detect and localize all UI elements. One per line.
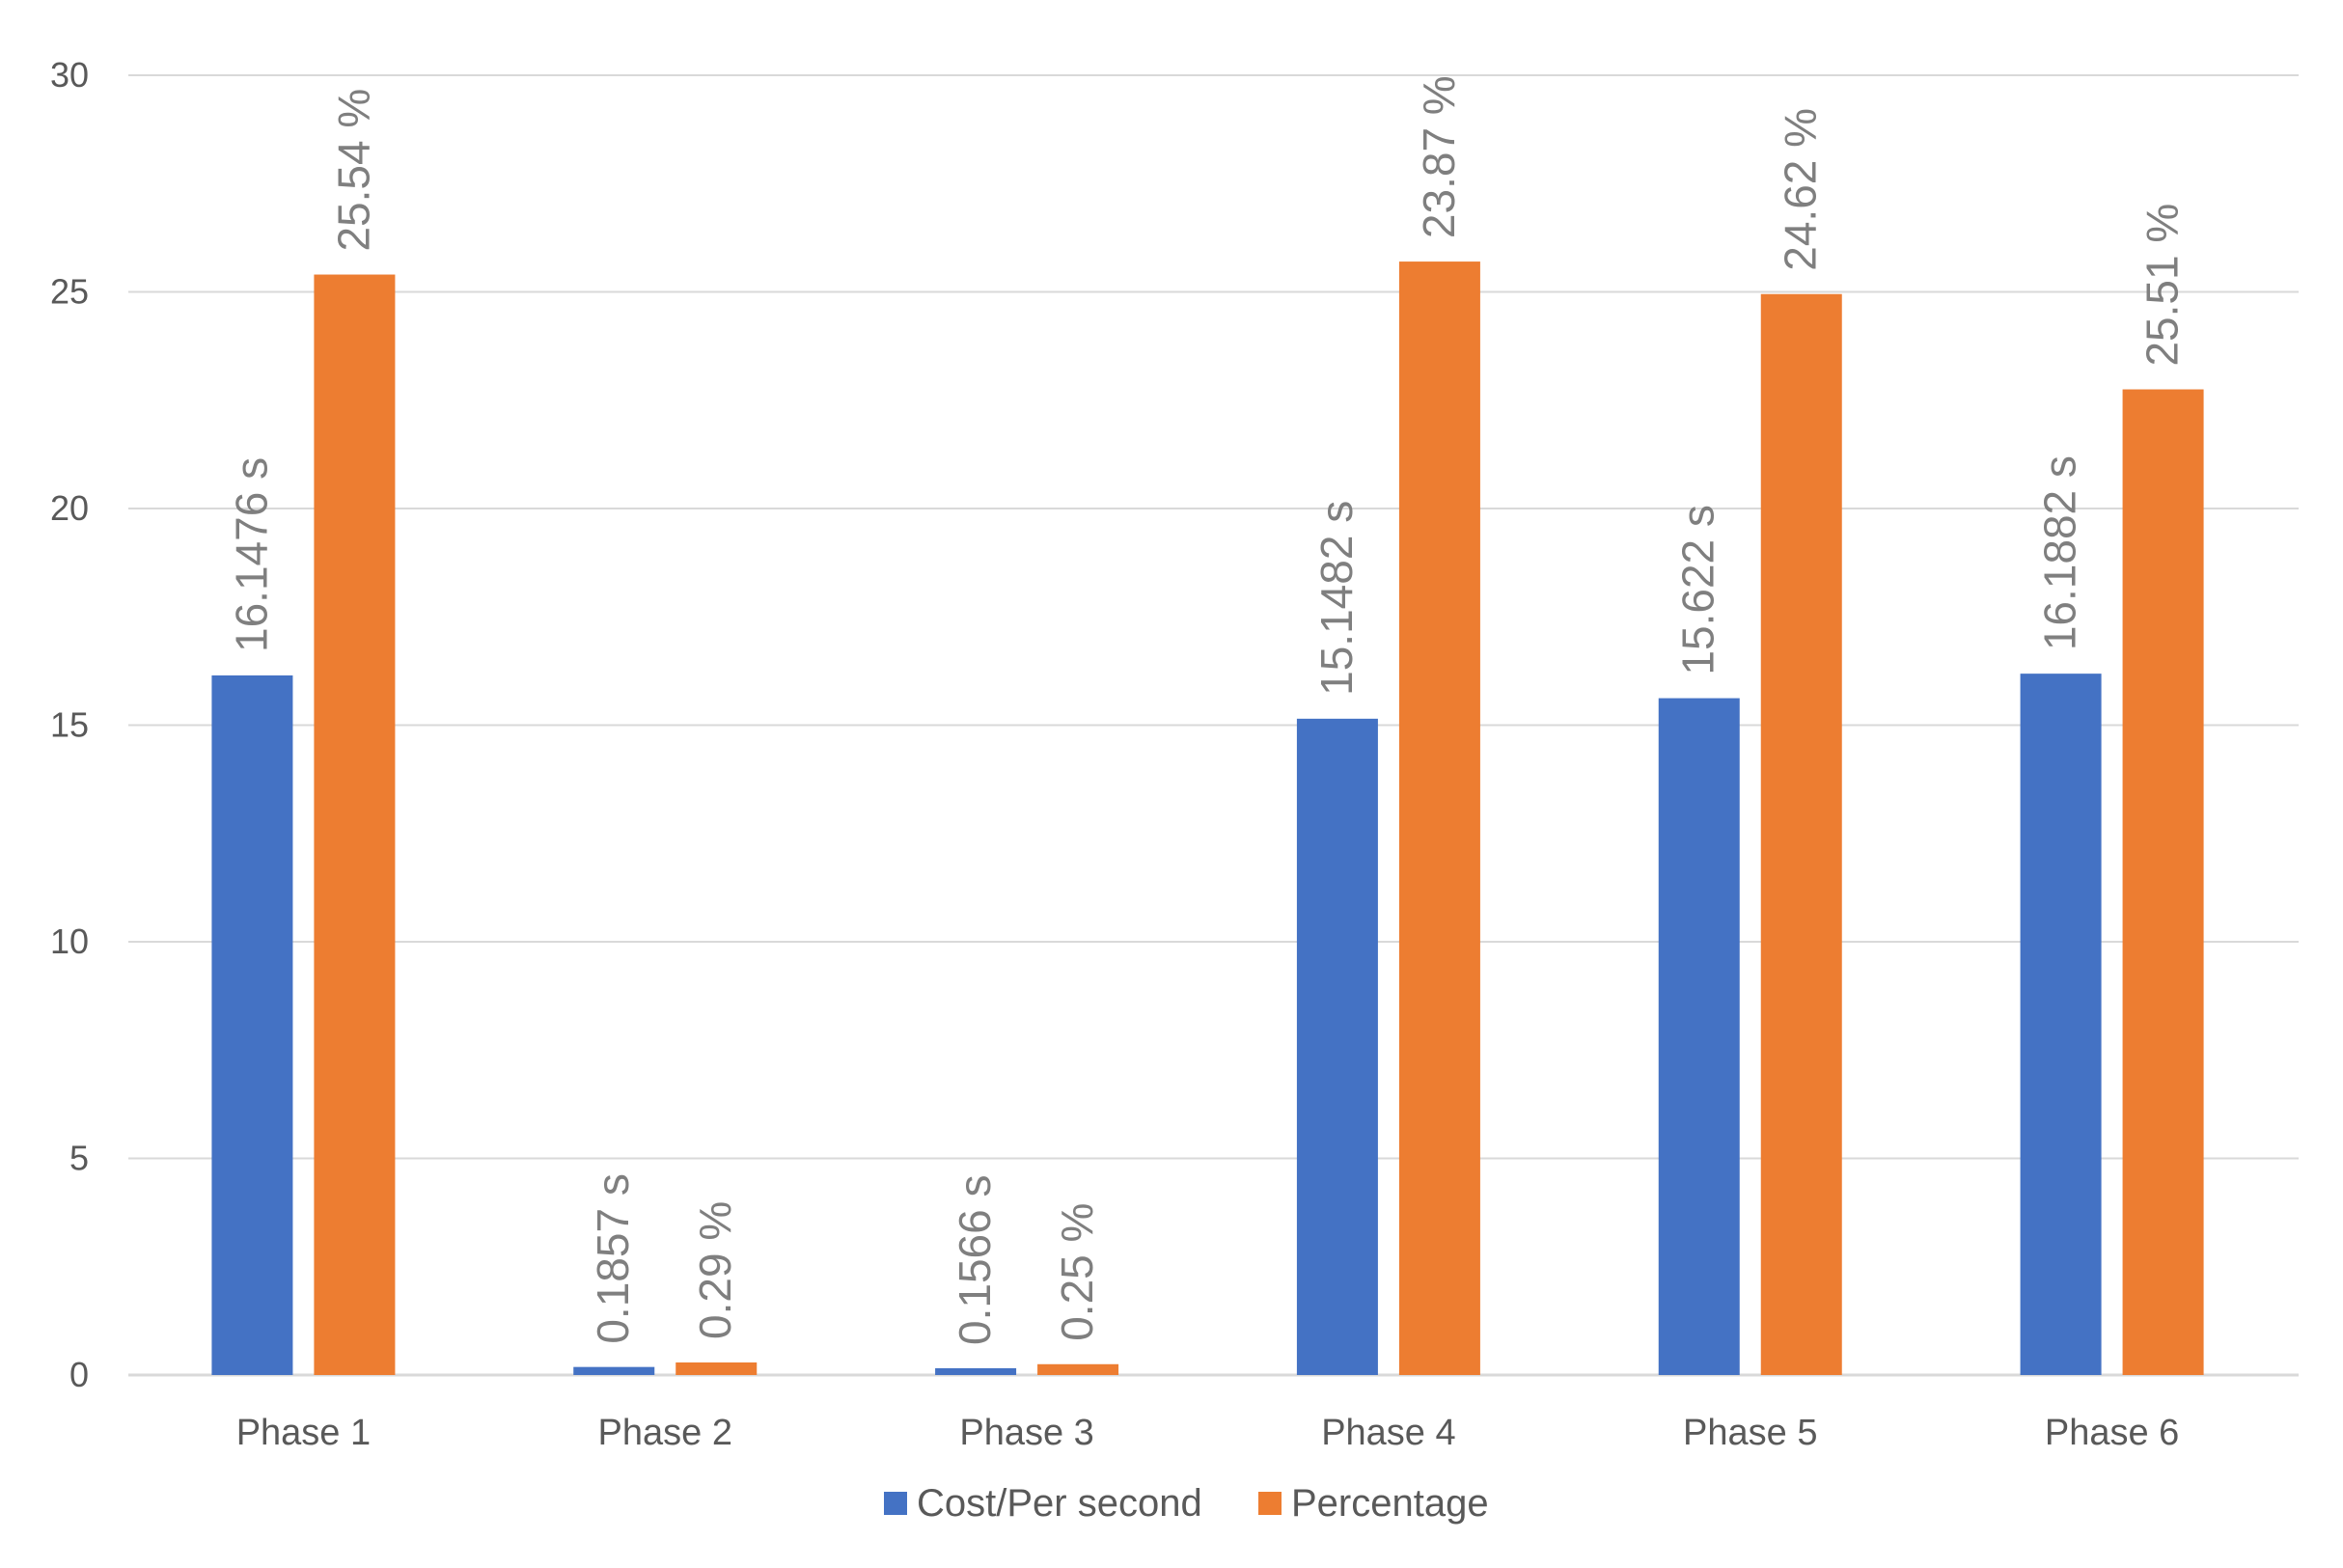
y-tick-label: 20 bbox=[50, 488, 89, 528]
data-label: 0.1566 s bbox=[950, 1174, 1000, 1344]
bar-percentage-4 bbox=[1398, 261, 1480, 1375]
bar-cost-5 bbox=[1658, 698, 1740, 1375]
data-label: 0.1857 s bbox=[588, 1173, 638, 1343]
data-label: 25.54 % bbox=[328, 89, 378, 252]
y-tick-label: 30 bbox=[50, 55, 89, 95]
bar-percentage-3 bbox=[1037, 1363, 1119, 1375]
data-label: 0.29 % bbox=[690, 1201, 740, 1339]
category-label: Phase 2 bbox=[598, 1413, 732, 1453]
legend-label: Percentage bbox=[1291, 1482, 1489, 1525]
data-label: 15.622 s bbox=[1673, 505, 1723, 674]
legend-swatch bbox=[1258, 1492, 1282, 1515]
legend-label: Cost/Per second bbox=[917, 1482, 1202, 1525]
category-label: Phase 5 bbox=[1683, 1413, 1817, 1453]
bar-cost-1 bbox=[211, 674, 293, 1375]
category-label: Phase 4 bbox=[1321, 1413, 1455, 1453]
data-label: 23.87 % bbox=[1414, 75, 1464, 238]
bar-cost-3 bbox=[935, 1367, 1017, 1375]
category-label: Phase 1 bbox=[236, 1413, 371, 1453]
category-label: Phase 6 bbox=[2045, 1413, 2179, 1453]
data-label: 15.1482 s bbox=[1311, 501, 1362, 696]
legend: Cost/Per second Percentage bbox=[884, 1482, 1489, 1525]
data-label: 0.25 % bbox=[1052, 1203, 1102, 1341]
data-label: 16.1476 s bbox=[226, 457, 276, 652]
y-tick-label: 0 bbox=[69, 1355, 89, 1394]
category-label: Phase 3 bbox=[959, 1413, 1093, 1453]
bars bbox=[211, 261, 2204, 1375]
bar-percentage-2 bbox=[675, 1362, 758, 1375]
bar-percentage-6 bbox=[2122, 389, 2204, 1375]
y-tick-label: 5 bbox=[69, 1139, 89, 1178]
x-axis-categories: Phase 1 Phase 2 Phase 3 Phase 4 Phase 5 Phase… bbox=[236, 1413, 2180, 1453]
data-label: 16.1882 s bbox=[2035, 455, 2085, 650]
bar-percentage-1 bbox=[314, 274, 396, 1375]
y-tick-label: 15 bbox=[50, 705, 89, 745]
bar-cost-6 bbox=[2020, 674, 2102, 1375]
bar-cost-2 bbox=[573, 1366, 655, 1375]
bar-cost-4 bbox=[1296, 718, 1378, 1375]
bar-percentage-5 bbox=[1760, 293, 1842, 1375]
gridlines bbox=[128, 74, 2299, 1377]
data-labels: 16.1476 s 25.54 % 0.1857 s 0.29 % 0.1566 s 0.… bbox=[226, 75, 2187, 1345]
y-tick-label: 25 bbox=[50, 272, 89, 312]
y-axis-ticks: 0 5 10 15 20 25 30 bbox=[50, 55, 89, 1394]
data-label: 25.51 % bbox=[2137, 204, 2188, 367]
y-tick-label: 10 bbox=[50, 922, 89, 961]
legend-swatch bbox=[884, 1492, 907, 1515]
data-label: 24.62 % bbox=[1776, 108, 1826, 271]
